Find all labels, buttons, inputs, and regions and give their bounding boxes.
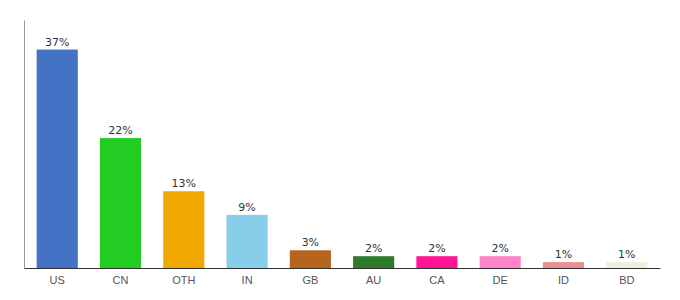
data-label: 1% <box>618 248 635 261</box>
x-tick-label: DE <box>493 274 508 286</box>
bar <box>480 256 521 268</box>
bar <box>100 138 141 268</box>
bar <box>37 50 78 268</box>
x-tick: OTH <box>172 274 195 286</box>
x-tick: CN <box>113 274 129 286</box>
x-tick: ID <box>558 274 569 286</box>
data-label: 13% <box>172 177 196 190</box>
data-label: 1% <box>555 248 572 261</box>
x-tick: AU <box>366 274 381 286</box>
x-tick: CA <box>429 274 445 286</box>
data-labels: 37% 22% 13% 9% 3% 2% 2% 2% 1% 1% <box>45 36 636 262</box>
x-axis: US CN OTH IN GB AU CA DE ID BD <box>25 269 661 286</box>
x-tick: GB <box>302 274 318 286</box>
y-axis-line <box>24 21 25 269</box>
bar <box>227 215 268 268</box>
bar <box>353 256 394 268</box>
x-tick-label: GB <box>302 274 318 286</box>
y-axis <box>24 21 25 269</box>
x-tick-label: OTH <box>172 274 195 286</box>
x-tick-label: IN <box>242 274 253 286</box>
bar <box>290 250 331 268</box>
plot: US CN OTH IN GB AU CA DE ID BD <box>25 21 661 286</box>
x-tick: US <box>50 274 65 286</box>
x-tick-label: CN <box>113 274 129 286</box>
bar <box>416 256 457 268</box>
data-label: 2% <box>365 242 382 255</box>
x-tick: DE <box>493 274 508 286</box>
bars <box>37 50 648 268</box>
x-axis-line <box>25 268 661 269</box>
x-tick-label: ID <box>558 274 569 286</box>
x-tick-label: BD <box>619 274 634 286</box>
data-label: 3% <box>302 236 319 249</box>
chart: US CN OTH IN GB AU CA DE ID BD 37% 22% 13% 9% 3% 2% 2% 2%… <box>0 0 680 300</box>
x-tick: IN <box>242 274 253 286</box>
bar <box>543 262 584 268</box>
data-label: 37% <box>45 36 69 49</box>
x-tick-label: CA <box>429 274 445 286</box>
x-tick: BD <box>619 274 634 286</box>
data-label: 22% <box>108 124 132 137</box>
bar <box>163 191 204 268</box>
x-tick-label: US <box>50 274 65 286</box>
bar <box>606 262 647 268</box>
data-label: 9% <box>238 201 255 214</box>
data-label: 2% <box>491 242 508 255</box>
data-label: 2% <box>428 242 445 255</box>
x-tick-label: AU <box>366 274 381 286</box>
